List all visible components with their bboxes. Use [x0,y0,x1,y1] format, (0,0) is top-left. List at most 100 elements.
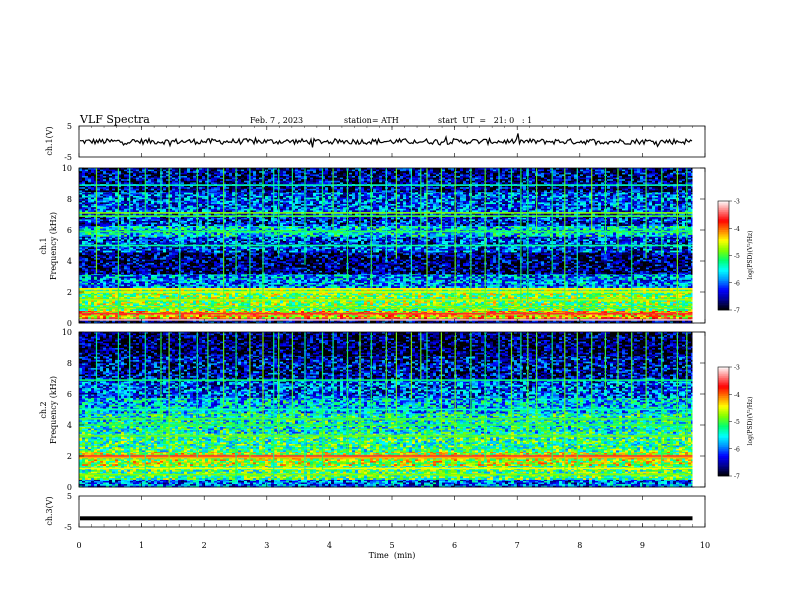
spectrogram-cell [397,317,400,319]
spectrogram-cell [403,295,406,297]
spectrogram-cell [100,297,103,299]
spectrogram-cell [538,309,541,311]
spectrogram-cell [370,294,373,296]
spectrogram-cell [109,294,112,296]
spectrogram-cell [175,295,178,297]
spectrogram-cell [124,297,127,299]
spectrogram-cell [394,309,397,311]
chart-title: VLF Spectra [79,113,150,126]
spectrogram-cell [490,295,493,297]
spectrogram-cell [334,315,337,317]
spectrogram-cell [595,309,598,311]
spectrogram-cell [670,295,673,297]
spectrogram-cell [463,295,466,297]
spectrogram-cell [307,317,310,319]
spectrogram-cell [211,309,214,311]
spectrogram-cell [256,317,259,319]
spectrogram-cell [430,315,433,317]
spectrogram-cell [433,294,436,296]
spectrogram-cell [388,294,391,296]
spectrogram-cell [82,315,85,317]
spectrogram-cell [136,315,139,317]
spectrogram-cell [157,309,160,311]
spectrogram-cell [217,295,220,297]
spectrogram-cell [460,295,463,297]
spectrogram-cell [244,315,247,317]
spectrogram-cell [106,317,109,319]
spectrogram-cell [304,317,307,319]
spectrogram-cell [82,309,85,311]
spectrogram-cell [139,297,142,299]
spectrogram-cell [619,315,622,317]
spectrogram-cell [301,315,304,317]
spectrogram-cell [313,317,316,319]
date-label: Feb. 7 , 2023 [250,116,303,125]
ch1-ylabel: ch.1(V) [45,126,54,155]
spectrogram-cell [622,315,625,317]
spectrogram-cell [640,294,643,296]
spectrogram-cell [130,309,133,311]
spectrogram-cell [682,294,685,296]
spectrogram-cell [331,294,334,296]
spectrogram-cell [115,295,118,297]
spectrogram-cell [493,295,496,297]
spectrogram-cell [442,317,445,319]
spectrogram-cell [553,317,556,319]
spectrogram-cell [364,317,367,319]
spectrogram-cell [280,294,283,296]
spectrogram-cell [352,294,355,296]
spectrogram-cell [292,309,295,311]
spectrogram-cell [649,315,652,317]
spectrogram-cell [403,309,406,311]
spectrogram-cell [376,295,379,297]
spectrogram-cell [157,297,160,299]
spectrogram-cell [163,295,166,297]
spectrogram-cell [358,317,361,319]
spectrogram-cell [448,309,451,311]
spectrogram-cell [601,317,604,319]
spectrogram-cell [388,315,391,317]
spectrogram-cell [544,317,547,319]
spectrogram-cell [604,309,607,311]
spectrogram-cell [490,309,493,311]
spectrogram-cell [160,315,163,317]
spectrogram-cell [607,309,610,311]
spectrogram-cell [160,295,163,297]
spectrogram-cell [307,315,310,317]
spectrogram-cell [139,309,142,311]
spectrogram-cell [211,295,214,297]
spectrogram-cell [403,317,406,319]
spectrogram-cell [688,309,691,311]
spectrogram-cell [151,295,154,297]
spectrogram-cell [433,295,436,297]
spectrogram-cell [352,317,355,319]
spectrogram-cell [457,294,460,296]
spectrogram-cell [511,309,514,311]
spectrogram-cell [271,315,274,317]
spectrogram-cell [577,317,580,319]
spectrogram-cell [568,309,571,311]
spectrogram-cell [319,309,322,311]
spectrogram-cell [316,295,319,297]
spectrogram-cell [151,297,154,299]
spectrogram-cell [550,294,553,296]
spectrogram-cell [556,317,559,319]
spectrogram-cell [655,294,658,296]
spectrogram-cell [580,294,583,296]
spectrogram-cell [427,317,430,319]
spectrogram-cell [613,317,616,319]
spectrogram-cell [100,315,103,317]
spectrogram-cell [481,317,484,319]
spectrogram-cell [400,309,403,311]
spectrogram-cell [148,297,151,299]
spectrogram-cell [532,294,535,296]
spectrogram-cell [214,294,217,296]
spectrogram-cell [361,315,364,317]
spectrogram-cell [280,315,283,317]
spectrogram-cell [406,295,409,297]
spectrogram-cell [565,294,568,296]
spectrogram-cell [619,294,622,296]
spectrogram-cell [301,294,304,296]
spectrogram-cell [466,294,469,296]
spectrogram-cell [121,297,124,299]
